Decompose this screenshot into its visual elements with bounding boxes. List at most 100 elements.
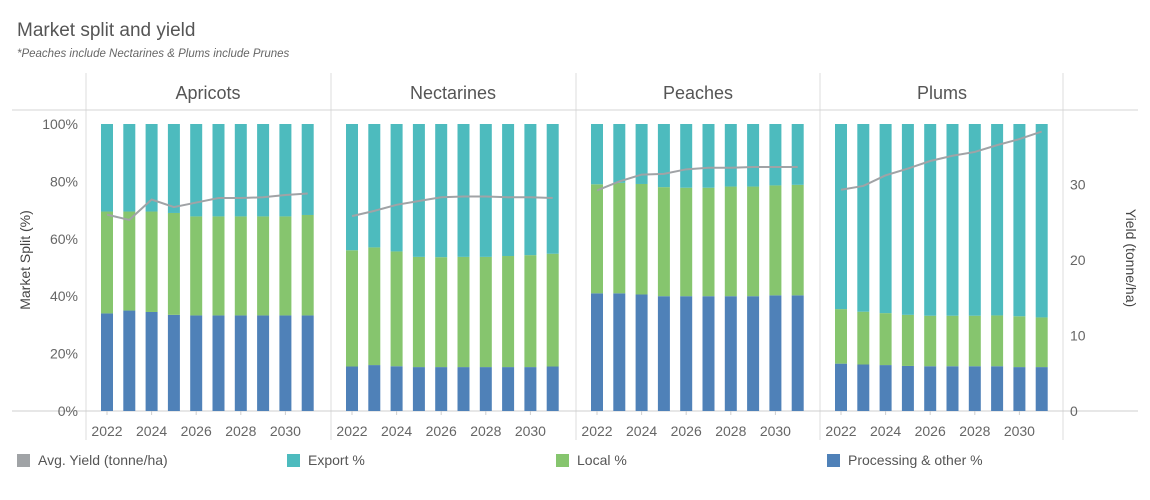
legend-label-yield: Avg. Yield (tonne/ha) xyxy=(38,452,168,468)
bar-export xyxy=(212,124,225,217)
x-tick-label: 2024 xyxy=(626,423,657,439)
legend-label-local: Local % xyxy=(577,452,627,468)
bar-export xyxy=(145,124,158,212)
bar-export xyxy=(1035,124,1048,318)
bar-local xyxy=(968,315,981,367)
bar-export xyxy=(257,124,270,217)
bar-local xyxy=(279,216,292,316)
bar-export xyxy=(657,124,670,188)
yield-line xyxy=(840,130,1043,191)
bar-local xyxy=(747,186,760,297)
chart-subtitle: *Peaches include Nectarines & Plums incl… xyxy=(17,48,290,60)
bar-processing xyxy=(546,366,559,411)
legend-label-export: Export % xyxy=(308,452,365,468)
bar-local xyxy=(657,187,670,297)
bar-processing xyxy=(747,296,760,411)
bar-processing xyxy=(1035,367,1048,411)
bar-processing xyxy=(167,314,180,411)
bar-local xyxy=(546,253,559,367)
x-tick-label: 2026 xyxy=(181,423,212,439)
legend-label-processing: Processing & other % xyxy=(848,452,983,468)
bar-local xyxy=(145,211,158,312)
x-tick-label: 2022 xyxy=(581,423,612,439)
bar-local xyxy=(524,255,537,368)
y-tick-label: 100% xyxy=(42,116,78,132)
y2-tick-label: 0 xyxy=(1070,403,1078,419)
bar-processing xyxy=(346,366,358,411)
bar-export xyxy=(635,124,648,184)
panel-header-nectarines: Nectarines xyxy=(410,83,496,103)
legend-item-export[interactable]: Export % xyxy=(287,452,365,468)
legend-item-yield[interactable]: Avg. Yield (tonne/ha) xyxy=(17,452,168,468)
bar-export xyxy=(167,124,180,213)
bar-local xyxy=(791,184,804,296)
y2-tick-label: 20 xyxy=(1070,252,1086,268)
bar-export xyxy=(390,124,403,252)
bar-export xyxy=(412,124,425,257)
bar-processing xyxy=(479,367,492,411)
y-tick-label: 20% xyxy=(50,346,78,362)
legend-item-local[interactable]: Local % xyxy=(556,452,627,468)
x-tick-label: 2026 xyxy=(426,423,457,439)
bar-export xyxy=(1013,124,1026,317)
bar-export xyxy=(835,124,847,310)
bar-processing xyxy=(879,365,892,411)
bar-export xyxy=(724,124,737,187)
bar-local xyxy=(901,314,914,366)
bar-local xyxy=(1013,316,1026,368)
bar-processing xyxy=(145,311,158,411)
bar-local xyxy=(123,211,136,311)
bar-export xyxy=(101,124,113,212)
y-tick-label: 60% xyxy=(50,231,78,247)
x-tick-label: 2022 xyxy=(825,423,856,439)
bar-export xyxy=(747,124,760,187)
bar-local xyxy=(924,315,937,367)
bar-export xyxy=(435,124,448,258)
bar-processing xyxy=(613,293,626,411)
yield-line xyxy=(106,192,308,222)
bar-processing xyxy=(190,315,203,411)
bar-local xyxy=(234,216,247,316)
bar-processing xyxy=(412,367,425,411)
bar-processing xyxy=(502,367,515,411)
x-tick-label: 2028 xyxy=(225,423,256,439)
bar-local xyxy=(435,257,448,368)
bar-processing xyxy=(101,313,113,411)
x-tick-label: 2026 xyxy=(671,423,702,439)
yield-line xyxy=(351,195,553,218)
legend-swatch-export xyxy=(287,453,300,467)
bar-local xyxy=(857,311,870,365)
bar-export xyxy=(946,124,959,316)
chart-title: Market split and yield xyxy=(17,20,196,41)
bar-export xyxy=(702,124,715,188)
bar-export xyxy=(769,124,782,186)
bar-export xyxy=(190,124,203,217)
bar-processing xyxy=(368,365,381,411)
bar-local xyxy=(502,256,515,368)
y2-tick-label: 10 xyxy=(1070,327,1086,343)
x-tick-label: 2024 xyxy=(136,423,167,439)
panel-header-plums: Plums xyxy=(917,83,967,103)
bar-export xyxy=(791,124,804,185)
bar-local xyxy=(390,251,403,367)
bar-export xyxy=(234,124,247,217)
bar-processing xyxy=(946,366,959,411)
x-tick-label: 2030 xyxy=(760,423,791,439)
bar-processing xyxy=(279,315,292,411)
bar-processing xyxy=(524,367,537,411)
bar-processing xyxy=(1013,367,1026,411)
bar-export xyxy=(123,124,136,212)
bar-local xyxy=(879,313,892,366)
bar-export xyxy=(991,124,1004,316)
bar-local xyxy=(946,315,959,367)
bar-export xyxy=(457,124,470,257)
bar-export xyxy=(901,124,914,315)
legend-swatch-local xyxy=(556,453,569,467)
x-tick-label: 2028 xyxy=(715,423,746,439)
bar-local xyxy=(101,211,113,314)
legend-item-processing[interactable]: Processing & other % xyxy=(827,452,983,468)
x-tick-label: 2030 xyxy=(1004,423,1035,439)
bar-processing xyxy=(635,294,648,411)
bar-local xyxy=(190,216,203,316)
bar-processing xyxy=(390,366,403,411)
